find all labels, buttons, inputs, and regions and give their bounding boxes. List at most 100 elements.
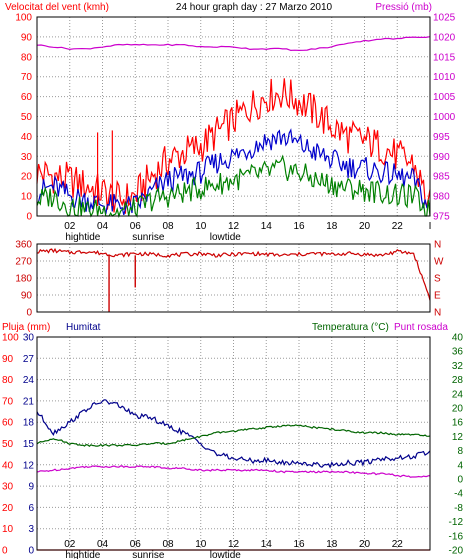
x-annotation-label: lowtide [210, 550, 242, 559]
y-tick-label-pressure: 990 [433, 152, 450, 163]
y-tick-label-wind: 50 [21, 112, 33, 123]
y-tick-label-pressure: 1000 [433, 112, 456, 123]
x-tick-label: 16 [293, 221, 305, 232]
x-tick-label: 20 [359, 539, 371, 550]
y-tick-label-temperature: 40 [452, 333, 464, 344]
y-tick-label-rain-pct: 30 [2, 482, 14, 493]
x-annotation-label: sunrise [132, 232, 165, 243]
compass-label: S [434, 274, 441, 285]
y-tick-label-pressure: 1025 [433, 13, 456, 24]
y-tick-label-temperature: 12 [452, 432, 464, 443]
y-tick-label-humidity: 30 [23, 333, 35, 344]
x-tick-label: 06 [130, 221, 142, 232]
y-tick-label-humidity: 12 [23, 460, 35, 471]
y-tick-label-wind: 0 [26, 212, 32, 223]
y-tick-label-pressure: 985 [433, 172, 450, 183]
x-tick-label: 18 [326, 539, 338, 550]
compass-label: E [434, 291, 441, 302]
y-tick-label-wind: 60 [21, 92, 33, 103]
y-tick-label-pressure: 1020 [433, 32, 456, 43]
y-tick-label-pressure: 1010 [433, 72, 456, 83]
y-tick-label-rain-pct: 0 [2, 546, 8, 557]
pressure-line [36, 36, 431, 52]
y-tick-label-temperature: -20 [449, 546, 464, 557]
y-tick-label-temperature: -12 [449, 517, 464, 528]
graph-date-title: 24 hour graph day : 27 Marzo 2010 [176, 2, 333, 13]
y-tick-label-rain-pct: 50 [2, 439, 14, 450]
y-tick-label-direction: 360 [15, 240, 32, 251]
x-annotation-label: hightide [65, 550, 100, 559]
x-tick-label: 02 [64, 539, 76, 550]
y-tick-label-direction: 0 [26, 308, 32, 319]
y-tick-label-wind: 10 [21, 192, 33, 203]
y-tick-label-pressure: 975 [433, 212, 450, 223]
temperature-legend: Temperatura (°C) [312, 322, 389, 333]
x-tick-label: 16 [293, 539, 305, 550]
temperature-line [36, 424, 431, 448]
y-tick-label-wind: 70 [21, 72, 33, 83]
x-tick-label: 22 [392, 221, 404, 232]
y-tick-label-wind: 40 [21, 132, 33, 143]
wind-speed-line [36, 78, 431, 214]
y-tick-label-direction: 90 [21, 291, 33, 302]
x-tick-label: 14 [261, 539, 273, 550]
pressure-title: Pressió (mb) [375, 2, 432, 13]
x-tick-label: 02 [64, 221, 76, 232]
x-tick-label: 22 [392, 539, 404, 550]
rain-legend: Pluja (mm) [2, 322, 50, 333]
y-tick-label-wind: 90 [21, 32, 33, 43]
y-tick-label-wind: 100 [15, 13, 32, 24]
y-tick-label-direction: 270 [15, 257, 32, 268]
y-tick-label-temperature: 20 [452, 404, 464, 415]
y-tick-label-humidity: 6 [28, 503, 34, 514]
y-tick-label-temperature: 0 [457, 475, 463, 486]
y-tick-label-temperature: -8 [454, 503, 463, 514]
y-tick-label-temperature: 32 [452, 361, 464, 372]
x-tick-label: 10 [195, 539, 207, 550]
y-tick-label-temperature: 4 [457, 460, 463, 471]
x-tick-label: 04 [97, 221, 109, 232]
wind-speed-title: Velocitat del vent (kmh) [5, 2, 109, 13]
x-tick-label: 12 [228, 539, 240, 550]
y-tick-label-pressure: 1005 [433, 92, 456, 103]
x-tick-label: 18 [326, 221, 338, 232]
y-tick-label-humidity: 18 [23, 418, 35, 429]
x-tick-label: I [429, 221, 432, 232]
y-tick-label-rain-pct: 40 [2, 460, 14, 471]
wind-pressure-panel: Velocitat del vent (kmh) 24 hour graph d… [5, 2, 456, 243]
plot-frame [36, 16, 431, 217]
y-tick-label-rain-pct: 100 [2, 333, 19, 344]
y-tick-label-temperature: 36 [452, 347, 464, 358]
y-tick-label-humidity: 15 [23, 439, 35, 450]
x-annotation-label: sunrise [132, 550, 165, 559]
rain-humidity-temp-panel: Pluja (mm) Humitat Temperatura (°C) Punt… [2, 322, 463, 559]
compass-label: N [434, 240, 441, 251]
y-tick-label-pressure: 980 [433, 192, 450, 203]
wind-speed-line [36, 128, 431, 216]
x-tick-label: 06 [130, 539, 142, 550]
y-tick-label-temperature: 16 [452, 418, 464, 429]
y-tick-label-rain-pct: 20 [2, 503, 14, 514]
x-tick-label: 08 [162, 221, 174, 232]
x-tick-label: 20 [359, 221, 371, 232]
y-tick-label-humidity: 3 [28, 524, 34, 535]
x-tick-label: 04 [97, 539, 109, 550]
compass-label: N [434, 308, 441, 319]
y-tick-label-temperature: -16 [449, 531, 464, 542]
y-tick-label-temperature: 8 [457, 446, 463, 457]
humidity-line [36, 399, 431, 469]
x-tick-label: 10 [195, 221, 207, 232]
compass-label: W [434, 257, 444, 268]
x-tick-label: 14 [261, 221, 273, 232]
y-tick-label-humidity: 9 [28, 482, 34, 493]
y-tick-label-wind: 20 [21, 172, 33, 183]
y-tick-label-direction: 180 [15, 274, 32, 285]
dew-point-line [36, 465, 431, 478]
y-tick-label-pressure: 995 [433, 132, 450, 143]
y-tick-label-wind: 80 [21, 52, 33, 63]
x-tick-label: 12 [228, 221, 240, 232]
plot-frame [36, 243, 431, 313]
x-annotation-label: lowtide [210, 232, 242, 243]
